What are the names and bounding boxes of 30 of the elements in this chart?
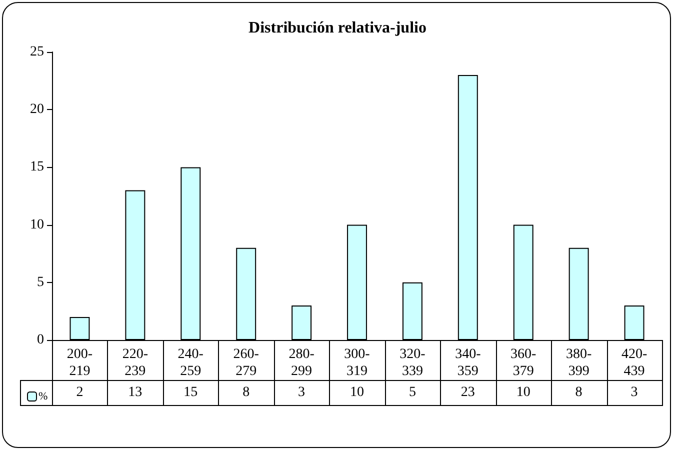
y-tick-label: 10	[30, 217, 44, 232]
data-label: 10	[348, 384, 365, 402]
y-tick-label: 5	[37, 274, 44, 290]
legend-label: %	[38, 390, 48, 402]
data-label: 23	[460, 384, 476, 402]
data-label: 13	[127, 384, 144, 402]
y-tick-label: 0	[37, 332, 44, 348]
data-label: 15	[182, 384, 199, 402]
y-tick-label: 15	[30, 160, 44, 175]
y-tick-label: 20	[30, 102, 44, 118]
x-tick-label: 200-219	[66, 347, 93, 379]
x-tick-label: 240-259	[178, 347, 204, 379]
x-tick-label: 260-279	[233, 347, 260, 379]
data-label: 5	[408, 384, 417, 402]
x-tick-label: 360-379	[510, 347, 537, 379]
data-label: 3	[297, 384, 306, 402]
data-label: 8	[574, 384, 584, 402]
x-tick-label: 220-239	[122, 347, 148, 379]
chart-title: Distribución relativa-julio	[248, 20, 426, 36]
x-tick-label: 380-399	[566, 347, 592, 379]
x-tick-label: 420-439	[621, 347, 648, 379]
x-tick-label: 320-339	[400, 347, 426, 379]
data-label: 10	[515, 384, 532, 402]
data-label: 8	[242, 384, 251, 402]
x-tick-label: 300-319	[344, 347, 370, 379]
x-tick-label: 340-359	[455, 347, 482, 379]
y-tick-label: 25	[30, 44, 44, 60]
data-label: 2	[75, 384, 84, 402]
data-label: 3	[630, 384, 639, 402]
x-tick-label: 280-299	[288, 347, 315, 379]
